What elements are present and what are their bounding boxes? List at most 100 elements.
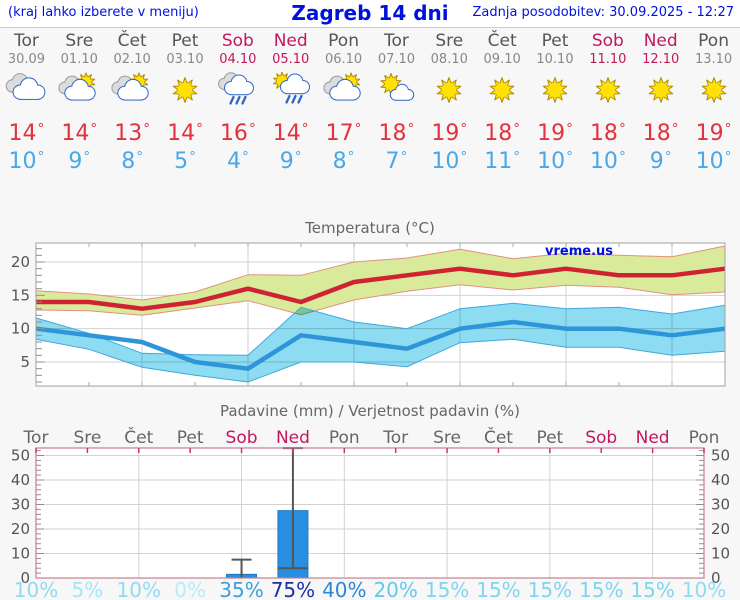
sunny-icon	[436, 77, 462, 103]
precip-chart-title: Padavine (mm) / Verjetnost padavin (%)	[220, 402, 520, 420]
min-temp-line	[35, 319, 726, 371]
day-date: 06.10	[324, 52, 363, 67]
weather-icon-wrap	[53, 69, 106, 114]
day-name: Ned	[273, 31, 308, 51]
menu-hint: (kraj lahko izberete v meniju)	[8, 5, 199, 20]
day-column[interactable]: Sob 04.10 16° 4°	[211, 31, 264, 174]
axis-label: 20	[11, 253, 30, 271]
day-column[interactable]: Ned 05.10 14° 9°	[264, 31, 317, 174]
axis-label: 0	[20, 569, 30, 587]
day-column[interactable]: Sre 08.10 19° 10°	[423, 31, 476, 174]
max-temp: 18°	[378, 121, 415, 146]
precip-day-label: Pet	[177, 428, 204, 448]
precip-day-label: Sre	[73, 428, 101, 448]
day-column[interactable]: Tor 07.10 18° 7°	[370, 31, 423, 174]
day-date: 04.10	[219, 52, 257, 67]
max-temp: 13°	[114, 121, 151, 146]
temp-chart-title: Temperatura (°C)	[304, 219, 435, 237]
min-temp: 7°	[385, 149, 408, 174]
min-temp: 10°	[589, 149, 626, 174]
watermark-link[interactable]: vreme.us	[545, 244, 613, 259]
max-temp: 18°	[484, 121, 521, 146]
cloudy-icon	[6, 73, 46, 100]
precip-day-label: Čet	[484, 426, 513, 448]
sunny-icon	[648, 77, 674, 103]
weather-icon-wrap	[581, 69, 634, 114]
day-date: 13.10	[694, 52, 733, 67]
max-temp-line	[36, 266, 726, 311]
precip-probability: 10%	[682, 578, 726, 600]
max-temp: 14°	[272, 121, 309, 146]
partly-cloudy-icon	[111, 72, 149, 101]
day-column[interactable]: Sre 01.10 14° 9°	[53, 31, 106, 174]
day-date: 03.10	[166, 52, 204, 67]
min-temp: 10°	[695, 149, 732, 174]
day-date: 10.10	[536, 52, 574, 67]
precip-day-label: Pon	[329, 428, 360, 448]
weather-icon-wrap	[687, 69, 740, 114]
sunny-icon	[489, 77, 515, 103]
min-temp: 8°	[121, 149, 144, 174]
weather-icon-wrap	[106, 69, 159, 114]
precip-probability: 15%	[476, 578, 520, 600]
day-date: 11.10	[589, 52, 627, 67]
day-column[interactable]: Sob 11.10 18° 10°	[581, 31, 634, 174]
day-column[interactable]: Pet 10.10 19° 10°	[529, 31, 582, 174]
max-temp: 19°	[537, 121, 573, 146]
forecast-strip: Tor 30.09 14° 10° Sre 01.10 14° 9° Čet 02.10 13° 8°…	[0, 31, 740, 174]
axis-label: 10	[11, 545, 30, 563]
weather-icon-wrap	[423, 69, 476, 114]
day-column[interactable]: Čet 02.10 13° 8°	[106, 31, 159, 174]
page-title: Zagreb 14 dni	[291, 1, 449, 25]
max-temp: 19°	[431, 121, 468, 146]
day-date: 05.10	[272, 52, 310, 67]
axis-label: 50	[11, 447, 30, 465]
precip-day-label: Ned	[636, 428, 670, 448]
day-date: 09.10	[483, 52, 521, 67]
precip-probability: 10%	[117, 578, 161, 600]
day-date: 01.10	[60, 52, 98, 67]
precip-probability: 75%	[271, 578, 315, 600]
precip-probability: 10%	[14, 578, 58, 600]
min-temp: 10°	[8, 149, 45, 174]
weather-icon-wrap	[0, 69, 53, 114]
precip-day-label: Tor	[23, 428, 49, 448]
axis-label: 40	[711, 471, 730, 489]
min-temp: 10°	[431, 149, 468, 174]
weather-icon-wrap	[529, 69, 582, 114]
axis-label: 40	[11, 471, 30, 489]
partly-cloudy-icon	[322, 72, 361, 101]
weather-icon-wrap	[634, 69, 687, 114]
max-temp: 16°	[219, 121, 256, 146]
last-update: Zadnja posodobitev: 30.09.2025 - 12:27	[472, 5, 734, 20]
weather-icon-wrap	[476, 69, 529, 114]
min-temp: 9°	[279, 149, 302, 174]
max-temp: 17°	[325, 121, 362, 146]
sun-rain-icon	[272, 71, 310, 104]
precip-probability: 5%	[72, 578, 104, 600]
day-column[interactable]: Tor 30.09 14° 10°	[0, 31, 53, 174]
precip-probability: 15%	[630, 578, 674, 600]
mostly-sunny-icon	[380, 72, 415, 101]
day-date: 02.10	[113, 52, 151, 67]
day-column[interactable]: Pet 03.10 14° 5°	[159, 31, 212, 174]
axis-label: 10	[11, 320, 30, 338]
day-column[interactable]: Čet 09.10 18° 11°	[476, 31, 529, 174]
max-temp: 14°	[167, 121, 203, 146]
precip-day-label: Sre	[433, 428, 461, 448]
min-temp: 5°	[174, 149, 196, 174]
day-column[interactable]: Ned 12.10 18° 9°	[634, 31, 687, 174]
sunny-icon	[542, 77, 568, 103]
min-temp: 9°	[649, 149, 672, 174]
max-temp: 18°	[589, 121, 626, 146]
axis-label: 10	[711, 545, 730, 563]
day-column[interactable]: Pon 13.10 19° 10°	[687, 31, 740, 174]
axis-label: 30	[11, 496, 30, 514]
axis-label: 20	[711, 520, 730, 538]
precip-day-label: Ned	[276, 428, 310, 448]
day-name: Sob	[221, 31, 254, 51]
day-column[interactable]: Pon 06.10 17° 8°	[317, 31, 370, 174]
rain-icon	[217, 72, 254, 105]
precip-probability: 20%	[373, 578, 417, 600]
